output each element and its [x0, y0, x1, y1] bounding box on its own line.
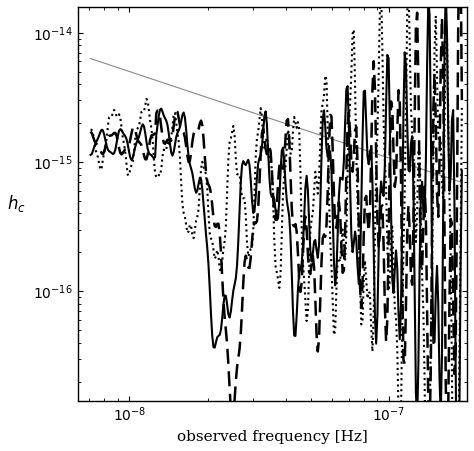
Y-axis label: $h_c$: $h_c$	[7, 193, 26, 215]
X-axis label: observed frequency [Hz]: observed frequency [Hz]	[177, 430, 368, 444]
